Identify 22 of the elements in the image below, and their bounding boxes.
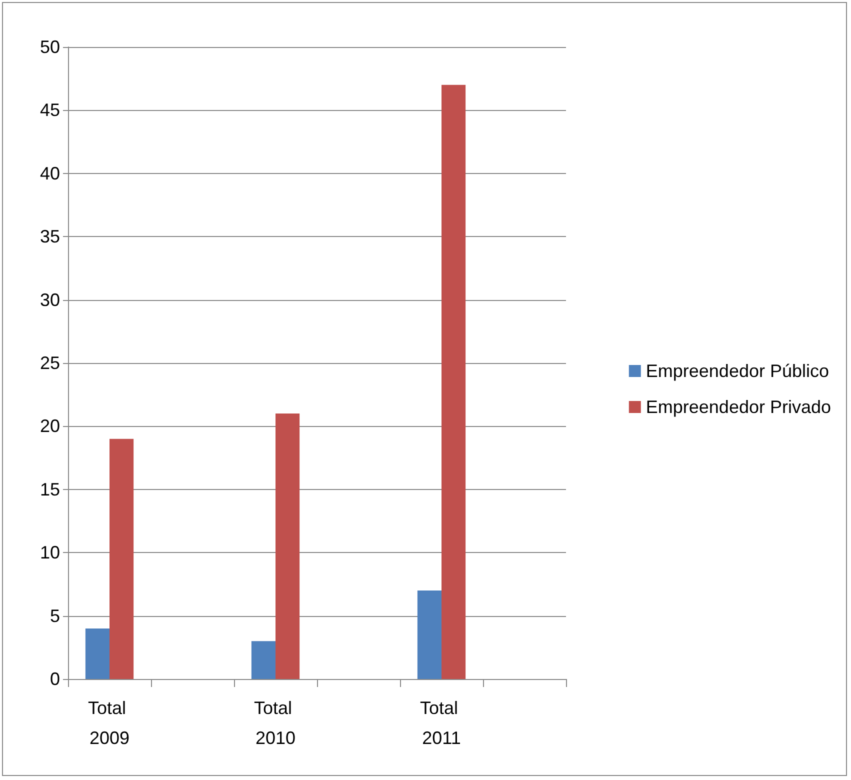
y-tick-label: 50: [40, 37, 60, 57]
legend-label: Empreendedor Privado: [646, 397, 832, 417]
x-tick-label: Total 2010: [254, 698, 298, 748]
bar: [417, 590, 442, 679]
bar: [110, 438, 134, 679]
legend-label: Empreendedor Público: [646, 361, 830, 381]
x-tick-label: Total 2009: [88, 698, 132, 748]
bar: [442, 84, 466, 679]
x-tick-label: Total 2011: [420, 698, 464, 748]
y-tick-label: 20: [40, 416, 60, 436]
bar: [251, 641, 276, 679]
y-tick-label: 5: [50, 606, 60, 626]
y-tick-label: 25: [40, 353, 60, 373]
bar: [85, 628, 110, 679]
y-tick-label: 15: [40, 479, 60, 500]
y-tick-label: 35: [40, 226, 60, 247]
y-tick-label: 0: [50, 669, 60, 689]
y-tick-label: 40: [40, 163, 60, 184]
y-tick-label: 10: [40, 542, 60, 563]
bar: [276, 414, 300, 679]
y-tick-label: 30: [40, 290, 60, 310]
y-tick-label: 45: [40, 100, 60, 120]
